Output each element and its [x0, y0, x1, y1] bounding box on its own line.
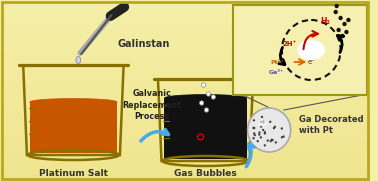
Circle shape	[257, 140, 259, 142]
Circle shape	[341, 34, 345, 38]
Text: Galinstan: Galinstan	[118, 39, 170, 49]
Text: Gas Bubbles: Gas Bubbles	[174, 169, 237, 178]
Circle shape	[280, 127, 283, 130]
Circle shape	[262, 129, 264, 131]
Text: Ga³⁺: Ga³⁺	[269, 70, 284, 75]
Text: Pt²⁺: Pt²⁺	[270, 60, 284, 64]
Circle shape	[333, 10, 338, 14]
Circle shape	[270, 140, 272, 142]
Circle shape	[342, 22, 347, 26]
Circle shape	[263, 144, 266, 147]
Circle shape	[260, 125, 262, 128]
Circle shape	[335, 4, 339, 8]
Circle shape	[253, 127, 256, 129]
Circle shape	[204, 108, 209, 112]
Polygon shape	[30, 102, 117, 153]
Circle shape	[260, 136, 262, 139]
Circle shape	[269, 121, 271, 123]
Circle shape	[282, 135, 285, 138]
Circle shape	[253, 137, 255, 139]
Circle shape	[201, 83, 206, 87]
Polygon shape	[164, 98, 246, 159]
Circle shape	[258, 133, 260, 136]
Ellipse shape	[258, 119, 267, 127]
Circle shape	[344, 30, 349, 34]
Circle shape	[248, 108, 291, 152]
Circle shape	[264, 132, 266, 135]
FancyBboxPatch shape	[233, 5, 367, 95]
Circle shape	[261, 116, 263, 118]
Circle shape	[200, 101, 204, 105]
Circle shape	[252, 127, 254, 129]
Text: Galvanic
Replacement
Process: Galvanic Replacement Process	[122, 89, 181, 121]
Circle shape	[260, 121, 262, 123]
Circle shape	[253, 132, 256, 135]
Text: e⁻: e⁻	[307, 59, 315, 65]
Text: H₂: H₂	[320, 18, 330, 26]
Circle shape	[274, 126, 276, 128]
Circle shape	[271, 138, 273, 141]
Circle shape	[271, 139, 274, 141]
Circle shape	[346, 18, 350, 22]
Circle shape	[266, 139, 269, 142]
Circle shape	[262, 121, 265, 124]
Circle shape	[336, 28, 341, 32]
Ellipse shape	[30, 98, 117, 106]
Circle shape	[338, 16, 343, 20]
Circle shape	[264, 131, 266, 133]
Circle shape	[206, 92, 211, 96]
Circle shape	[275, 141, 277, 144]
Circle shape	[211, 95, 215, 99]
Circle shape	[281, 136, 283, 138]
Text: Ga Decorated
with Pt: Ga Decorated with Pt	[299, 115, 363, 135]
Text: Platinum Salt: Platinum Salt	[39, 169, 108, 178]
Ellipse shape	[164, 94, 246, 102]
Circle shape	[262, 120, 265, 122]
Circle shape	[253, 119, 255, 121]
Text: 2H⁺: 2H⁺	[283, 41, 297, 47]
Ellipse shape	[76, 56, 81, 64]
Circle shape	[258, 131, 261, 134]
Circle shape	[254, 134, 256, 136]
Circle shape	[273, 127, 275, 129]
Ellipse shape	[297, 40, 325, 60]
